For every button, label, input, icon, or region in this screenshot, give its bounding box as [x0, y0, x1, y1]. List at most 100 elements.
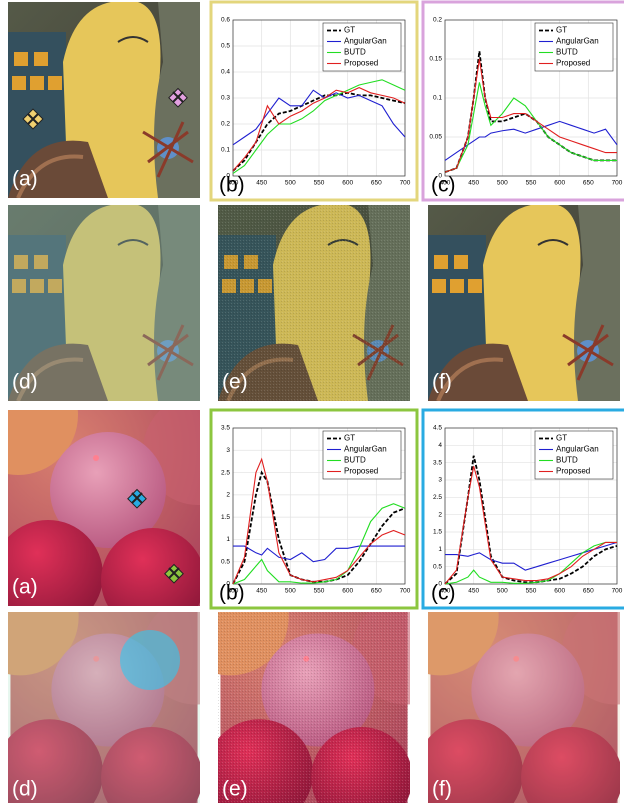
y-tick-label: 0: [438, 173, 442, 180]
x-tick-label: 600: [554, 588, 565, 595]
y-tick-label: 0.5: [221, 558, 230, 565]
plot-area: [444, 427, 618, 585]
y-tick-label: 0: [226, 581, 230, 588]
x-tick-label: 400: [228, 588, 239, 595]
legend-label: AngularGan: [556, 37, 599, 46]
series-line: [444, 465, 617, 585]
series-line: [444, 541, 617, 585]
y-tick-label: 1.5: [433, 529, 442, 536]
panel-label: (b): [219, 174, 245, 197]
image-label: (a): [12, 576, 38, 599]
image-label: (f): [432, 778, 452, 801]
y-tick-label: 0: [226, 173, 230, 180]
y-tick-label: 2: [226, 492, 230, 499]
series-line: [232, 503, 406, 585]
y-tick-label: 0.3: [221, 95, 230, 102]
x-tick-label: 550: [526, 588, 537, 595]
x-tick-label: 600: [554, 180, 565, 187]
series-line: [232, 89, 406, 146]
series-line: [444, 82, 617, 173]
y-tick-label: 2.5: [221, 469, 230, 476]
series-line: [444, 120, 618, 161]
x-tick-label: 400: [228, 180, 239, 187]
y-tick-label: 4.5: [433, 425, 442, 432]
series-line: [233, 545, 405, 563]
legend-label: BUTD: [556, 48, 578, 57]
y-tick-label: 1: [226, 536, 230, 543]
x-tick-label: 700: [400, 180, 411, 187]
x-tick-label: 550: [526, 180, 537, 187]
panel-label: (c): [431, 582, 456, 605]
x-tick-label: 600: [342, 588, 353, 595]
legend-label: Proposed: [556, 59, 590, 68]
image-label: (e): [222, 371, 248, 394]
legend-label: BUTD: [344, 456, 366, 465]
series-line: [232, 457, 406, 585]
chart: 0 0.05 0.1 0.15 0.2 400 450 500 550 600 650 700 GT An…: [421, 0, 624, 202]
x-tick-label: 700: [400, 588, 411, 595]
y-tick-label: 0.5: [433, 563, 442, 570]
series-line: [232, 79, 406, 174]
x-tick-label: 500: [497, 180, 508, 187]
y-tick-label: 0.15: [429, 56, 442, 63]
series-line: [232, 86, 406, 172]
y-tick-label: 3.5: [433, 459, 442, 466]
panel-label: (b): [219, 582, 245, 605]
legend-label: GT: [344, 26, 355, 35]
legend-label: BUTD: [344, 48, 366, 57]
legend-label: AngularGan: [344, 445, 387, 454]
y-tick-label: 3.5: [221, 425, 230, 432]
plot-area: [232, 427, 406, 585]
series-line: [444, 455, 618, 585]
x-tick-label: 650: [583, 588, 594, 595]
y-tick-label: 3: [438, 477, 442, 484]
legend-label: GT: [556, 434, 567, 443]
image-label: (d): [12, 778, 38, 801]
marker: [164, 563, 184, 584]
y-tick-label: 0.1: [433, 95, 442, 102]
x-tick-label: 450: [256, 588, 267, 595]
legend-label: Proposed: [344, 59, 378, 68]
image-label: (e): [222, 778, 248, 801]
y-tick-label: 2.5: [433, 494, 442, 501]
y-tick-label: 1.5: [221, 514, 230, 521]
series-line: [232, 91, 406, 172]
y-tick-label: 4: [438, 442, 442, 449]
legend-label: Proposed: [556, 467, 590, 476]
x-tick-label: 550: [314, 180, 325, 187]
x-tick-label: 500: [497, 588, 508, 595]
x-tick-label: 650: [583, 180, 594, 187]
x-tick-label: 650: [371, 180, 382, 187]
legend-label: Proposed: [344, 467, 378, 476]
marker: [127, 488, 147, 509]
image-label: (f): [432, 371, 452, 394]
x-tick-label: 450: [468, 180, 479, 187]
y-tick-label: 1: [438, 546, 442, 553]
y-tick-label: 0.4: [221, 69, 230, 76]
legend-label: BUTD: [556, 456, 578, 465]
panel-label: (c): [431, 174, 456, 197]
y-tick-label: 0.1: [221, 147, 230, 154]
marker: [168, 87, 188, 108]
y-tick-label: 0.05: [429, 134, 442, 141]
plot-area: [444, 19, 618, 177]
x-tick-label: 400: [440, 180, 451, 187]
x-tick-label: 600: [342, 180, 353, 187]
chart: 0 0.5 1 1.5 2 2.5 3 3.5 4 4.5 400 450 500 550 600 650 70…: [421, 408, 624, 610]
x-tick-label: 500: [285, 180, 296, 187]
y-tick-label: 2: [438, 511, 442, 518]
y-tick-label: 0.5: [221, 43, 230, 50]
chart: 0 0.5 1 1.5 2 2.5 3 3.5 400 450 500 550 600 650 700 GT A…: [209, 408, 419, 610]
legend-label: GT: [344, 434, 355, 443]
image-label: (d): [12, 371, 38, 394]
chart: 0 0.1 0.2 0.3 0.4 0.5 0.6 400 450 500 550 600 650 700…: [209, 0, 419, 202]
x-tick-label: 700: [612, 588, 623, 595]
y-tick-label: 0.2: [221, 121, 230, 128]
x-tick-label: 400: [440, 588, 451, 595]
image-label: (a): [12, 168, 38, 191]
x-tick-label: 500: [285, 588, 296, 595]
legend-label: AngularGan: [556, 445, 599, 454]
x-tick-label: 700: [612, 180, 623, 187]
x-tick-label: 650: [371, 588, 382, 595]
series-line: [445, 541, 618, 571]
